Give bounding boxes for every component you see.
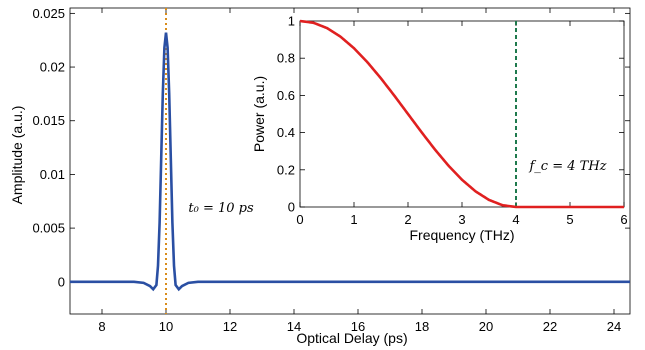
y-tick-label: 0: [58, 274, 65, 289]
main-series-line: [70, 32, 630, 292]
inset-chart: 0 1 2 3 4 5 6 0 0.2 0.4 0.6 0.8 1 f_c = 4 THz Frequ…: [251, 14, 628, 244]
main-y-axis-label: Amplitude (a.u.): [9, 106, 25, 205]
y-tick-label: 0.005: [32, 221, 65, 236]
y-tick-label: 0.6: [277, 88, 295, 103]
y-tick-label: 1: [288, 14, 295, 29]
x-tick-label: 3: [458, 212, 465, 227]
inset-annotation: f_c = 4 THz: [529, 159, 607, 174]
x-tick-label: 6: [620, 212, 627, 227]
x-tick-label: 8: [98, 319, 105, 334]
inset-plot-frame: [299, 20, 625, 208]
main-annotation: t₀ = 10 ps: [188, 201, 254, 216]
x-tick-label: 4: [512, 212, 519, 227]
y-tick-label: 0.02: [40, 60, 65, 75]
x-tick-label: 22: [543, 319, 557, 334]
y-tick-label: 0.01: [40, 167, 65, 182]
x-tick-label: 2: [404, 212, 411, 227]
x-tick-label: 18: [415, 319, 429, 334]
x-tick-label: 20: [479, 319, 493, 334]
y-tick-label: 0.025: [32, 6, 65, 21]
x-tick-label: 10: [159, 319, 173, 334]
inset-y-axis-label: Power (a.u.): [251, 76, 267, 152]
x-tick-label: 16: [351, 319, 365, 334]
x-tick-label: 5: [566, 212, 573, 227]
x-tick-label: 0: [296, 212, 303, 227]
main-chart: 8 10 12 14 16 18 20 22 24 00.0050.010.0150.020.0…: [9, 6, 631, 346]
main-x-axis-label: Optical Delay (ps): [296, 330, 407, 346]
inset-series-line: [299, 19, 624, 209]
inset-y-ticks: 0 0.2 0.4 0.6 0.8 1: [277, 14, 624, 215]
x-tick-label: 1: [350, 212, 357, 227]
y-tick-label: 0: [288, 200, 295, 215]
x-tick-label: 14: [287, 319, 301, 334]
y-tick-label: 0.2: [277, 162, 295, 177]
main-x-ticks: 8 10 12 14 16 18 20 22 24: [98, 8, 621, 334]
inset-x-axis-label: Frequency (THz): [409, 227, 514, 243]
y-tick-label: 0.4: [277, 125, 295, 140]
main-plot-frame: [69, 7, 631, 315]
x-tick-label: 24: [607, 319, 621, 334]
y-tick-label: 0.8: [277, 51, 295, 66]
main-y-ticks: 0 0.005 0.01 0.015 0.02 0.025: [32, 6, 630, 289]
y-tick-label: 0.015: [32, 113, 65, 128]
x-tick-label: 12: [223, 319, 237, 334]
